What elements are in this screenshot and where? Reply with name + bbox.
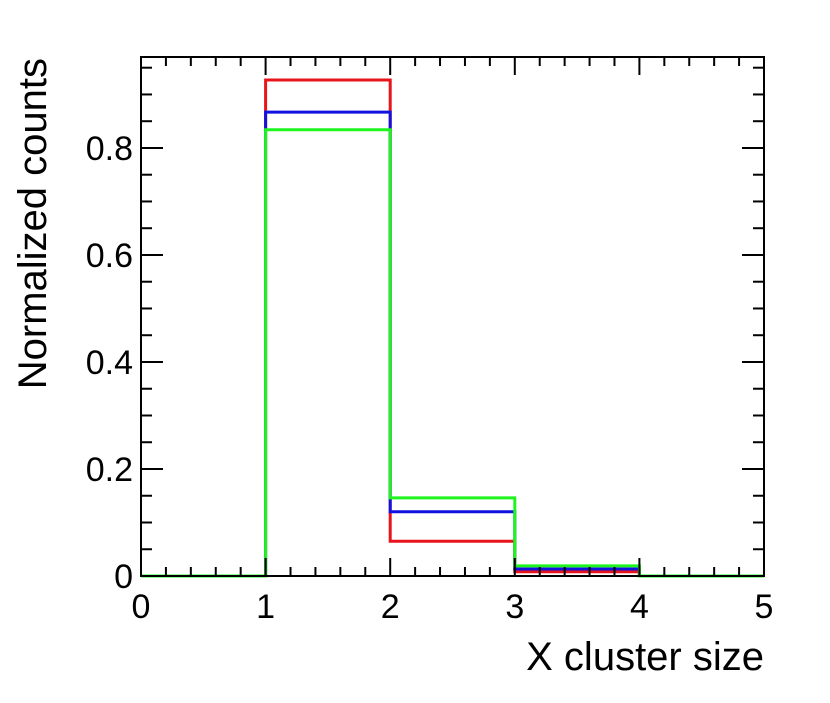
y-axis-title: Normalized counts — [11, 58, 55, 389]
series-0-line — [141, 78, 764, 578]
y-tick-label: 0.8 — [86, 130, 133, 168]
ticks-layer — [140, 57, 765, 577]
y-tick-label: 0.4 — [86, 344, 133, 382]
tick-labels-layer: 0 1 2 3 4 5 0 0.2 0.4 0.6 0.8 — [86, 130, 774, 626]
series-2-line — [141, 128, 764, 578]
x-axis-title: X cluster size — [526, 635, 764, 679]
x-tick-label: 2 — [381, 588, 400, 626]
x-tick-label: 5 — [755, 588, 774, 626]
series-1-line — [141, 110, 764, 578]
y-tick-label: 0.6 — [86, 237, 133, 275]
plot-frame — [140, 56, 765, 577]
x-tick-label: 0 — [132, 588, 151, 626]
x-tick-label: 3 — [505, 588, 524, 626]
y-tick-label: 0 — [114, 558, 133, 596]
series-layer — [141, 78, 764, 578]
x-tick-label: 4 — [630, 588, 649, 626]
x-tick-label: 1 — [256, 588, 275, 626]
y-tick-label: 0.2 — [86, 451, 133, 489]
